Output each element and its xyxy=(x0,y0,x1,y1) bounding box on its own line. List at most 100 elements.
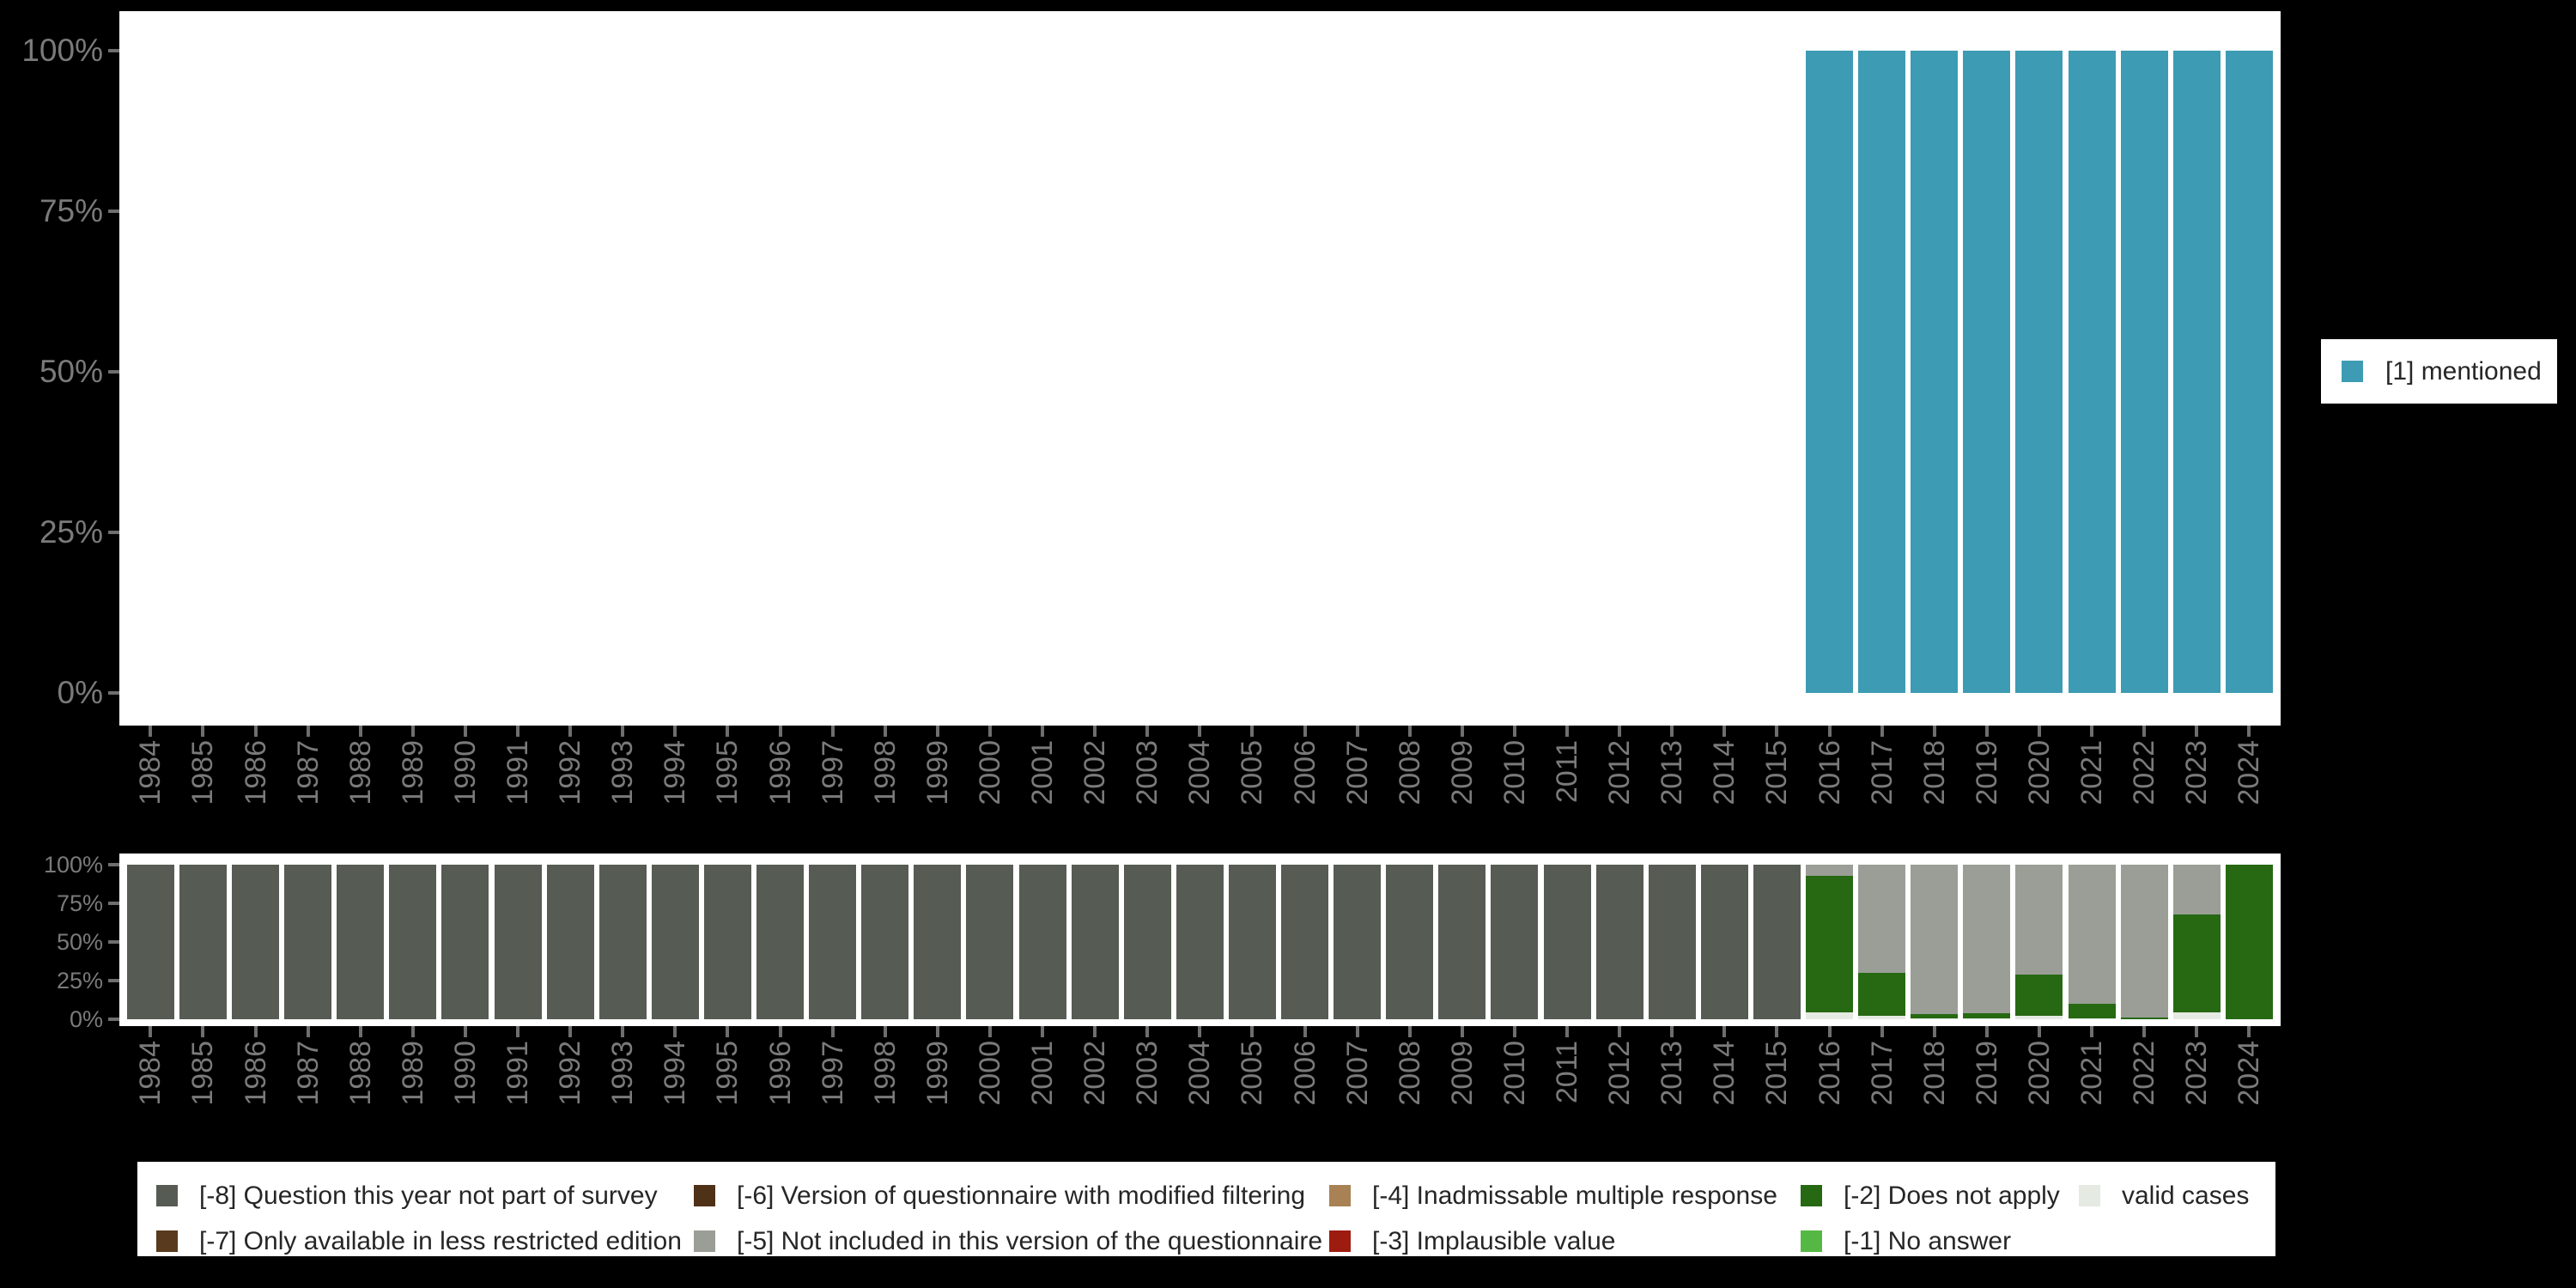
bottom-x-tick xyxy=(2247,1026,2251,1037)
bottom-bar-segment-1994 xyxy=(651,865,699,1019)
top-x-tick xyxy=(1722,726,1727,737)
bottom-y-tick xyxy=(108,902,119,905)
bottom-bar-segment-2019 xyxy=(1963,1018,2011,1019)
top-x-tick xyxy=(1618,726,1622,737)
bottom-bar-segment-2003 xyxy=(1123,865,1171,1019)
bottom-bar-segment-2021 xyxy=(2068,865,2116,1004)
top-y-tick-label: 0% xyxy=(57,675,103,710)
top-x-tick-label-2007: 2007 xyxy=(1340,740,1374,805)
top-x-tick-label-2023: 2023 xyxy=(2180,740,2214,805)
bottom-bar-segment-2013 xyxy=(1648,865,1696,1019)
bottom-y-tick-label: 75% xyxy=(56,890,103,916)
bottom-bar-segment-1998 xyxy=(861,865,909,1019)
top-x-tick xyxy=(516,726,519,737)
bottom-x-tick-label-2010: 2010 xyxy=(1498,1041,1531,1106)
bottom-bar-segment-2018 xyxy=(1911,1013,1959,1019)
bottom-bar-segment-1995 xyxy=(703,865,751,1019)
top-x-tick xyxy=(1303,726,1307,737)
bottom-x-tick-label-2004: 2004 xyxy=(1183,1041,1217,1106)
legend-label: [-2] Does not apply xyxy=(1844,1181,2060,1210)
bottom-x-tick-label-1998: 1998 xyxy=(868,1041,902,1106)
bottom-x-tick-label-2018: 2018 xyxy=(1917,1041,1951,1106)
bottom-bar-segment-2016 xyxy=(1806,865,1853,876)
top-x-tick xyxy=(253,726,258,737)
bottom-x-tick xyxy=(673,1026,677,1037)
bottom-x-tick-label-2000: 2000 xyxy=(973,1041,1006,1106)
top-x-tick-label-2009: 2009 xyxy=(1445,740,1479,805)
bottom-x-tick-label-2002: 2002 xyxy=(1078,1041,1112,1106)
top-x-tick-label-2020: 2020 xyxy=(2022,740,2056,805)
top-x-tick-label-2015: 2015 xyxy=(1760,740,1794,805)
legend-swatch xyxy=(156,1230,178,1252)
legend-label: [-4] Inadmissable multiple response xyxy=(1372,1181,1777,1210)
top-x-tick xyxy=(1093,726,1097,737)
top-x-tick xyxy=(1827,726,1832,737)
bottom-x-tick-label-2024: 2024 xyxy=(2233,1041,2266,1106)
top-x-tick xyxy=(2142,726,2147,737)
top-x-tick xyxy=(1041,726,1044,737)
top-x-tick-label-2000: 2000 xyxy=(973,740,1006,805)
top-x-tick-label-2019: 2019 xyxy=(1970,740,2003,805)
legend-swatch xyxy=(694,1185,715,1206)
top-x-tick-label-2021: 2021 xyxy=(2075,740,2108,805)
bottom-x-tick xyxy=(935,1026,939,1037)
bottom-x-tick xyxy=(1041,1026,1044,1037)
legend-swatch xyxy=(1329,1185,1351,1206)
bottom-x-tick xyxy=(883,1026,887,1037)
top-bar-2017 xyxy=(1858,51,1906,693)
top-x-tick-label-2001: 2001 xyxy=(1026,740,1059,805)
top-x-tick-label-2013: 2013 xyxy=(1656,740,1689,805)
top-x-tick-label-1990: 1990 xyxy=(448,740,482,805)
bottom-x-tick xyxy=(2090,1026,2093,1037)
top-x-tick xyxy=(410,726,415,737)
bottom-bar-segment-2012 xyxy=(1595,865,1643,1019)
bottom-x-tick xyxy=(1198,1026,1202,1037)
bottom-bar-segment-1993 xyxy=(598,865,647,1019)
top-x-tick xyxy=(1775,726,1779,737)
top-x-tick xyxy=(201,726,205,737)
top-x-tick xyxy=(358,726,362,737)
bottom-bar-segment-1988 xyxy=(337,865,385,1019)
bottom-x-tick xyxy=(1407,1026,1412,1037)
legend-swatch xyxy=(694,1230,715,1252)
bottom-bar-segment-2001 xyxy=(1018,865,1066,1019)
top-bar-2021 xyxy=(2068,51,2116,693)
bottom-x-tick xyxy=(1460,1026,1464,1037)
bottom-x-tick xyxy=(410,1026,415,1037)
bottom-x-tick xyxy=(1303,1026,1307,1037)
bottom-bar-segment-2023 xyxy=(2172,865,2221,914)
top-x-tick-label-1989: 1989 xyxy=(396,740,429,805)
top-x-tick-label-2011: 2011 xyxy=(1551,740,1583,804)
top-x-tick-label-1991: 1991 xyxy=(501,740,534,805)
bottom-x-tick-label-2008: 2008 xyxy=(1393,1041,1426,1106)
bottom-bar-segment-2004 xyxy=(1176,865,1224,1019)
bottom-bar-segment-1987 xyxy=(284,865,332,1019)
bottom-bar-segment-2002 xyxy=(1071,865,1119,1019)
top-y-tick-label: 100% xyxy=(21,33,103,68)
top-x-tick-label-1992: 1992 xyxy=(554,740,587,805)
top-x-tick-label-2010: 2010 xyxy=(1498,740,1531,805)
bottom-bar-segment-2021 xyxy=(2068,1004,2116,1019)
top-x-tick-label-1985: 1985 xyxy=(186,740,220,805)
bottom-bar-segment-1996 xyxy=(756,865,804,1019)
bottom-x-tick-label-2006: 2006 xyxy=(1288,1041,1321,1106)
top-bar-2018 xyxy=(1911,51,1959,693)
bottom-x-tick xyxy=(1355,1026,1359,1037)
top-x-tick xyxy=(568,726,573,737)
bottom-x-tick xyxy=(1250,1026,1255,1037)
top-x-tick xyxy=(2247,726,2251,737)
bottom-x-tick xyxy=(516,1026,519,1037)
legend-label: [-5] Not included in this version of the… xyxy=(737,1226,1323,1255)
top-bar-2016 xyxy=(1806,51,1853,693)
bottom-y-tick xyxy=(108,863,119,866)
bottom-bar-segment-2009 xyxy=(1438,865,1486,1019)
bottom-bar-segment-2011 xyxy=(1543,865,1591,1019)
top-x-tick-label-1988: 1988 xyxy=(343,740,377,805)
bottom-x-tick-label-2001: 2001 xyxy=(1026,1041,1059,1106)
bottom-bar-segment-1984 xyxy=(126,865,174,1019)
top-x-tick xyxy=(2090,726,2093,737)
top-x-tick-label-1987: 1987 xyxy=(291,740,325,805)
bottom-bar-segment-2018 xyxy=(1911,1018,1959,1019)
bottom-x-tick-label-1996: 1996 xyxy=(763,1041,797,1106)
